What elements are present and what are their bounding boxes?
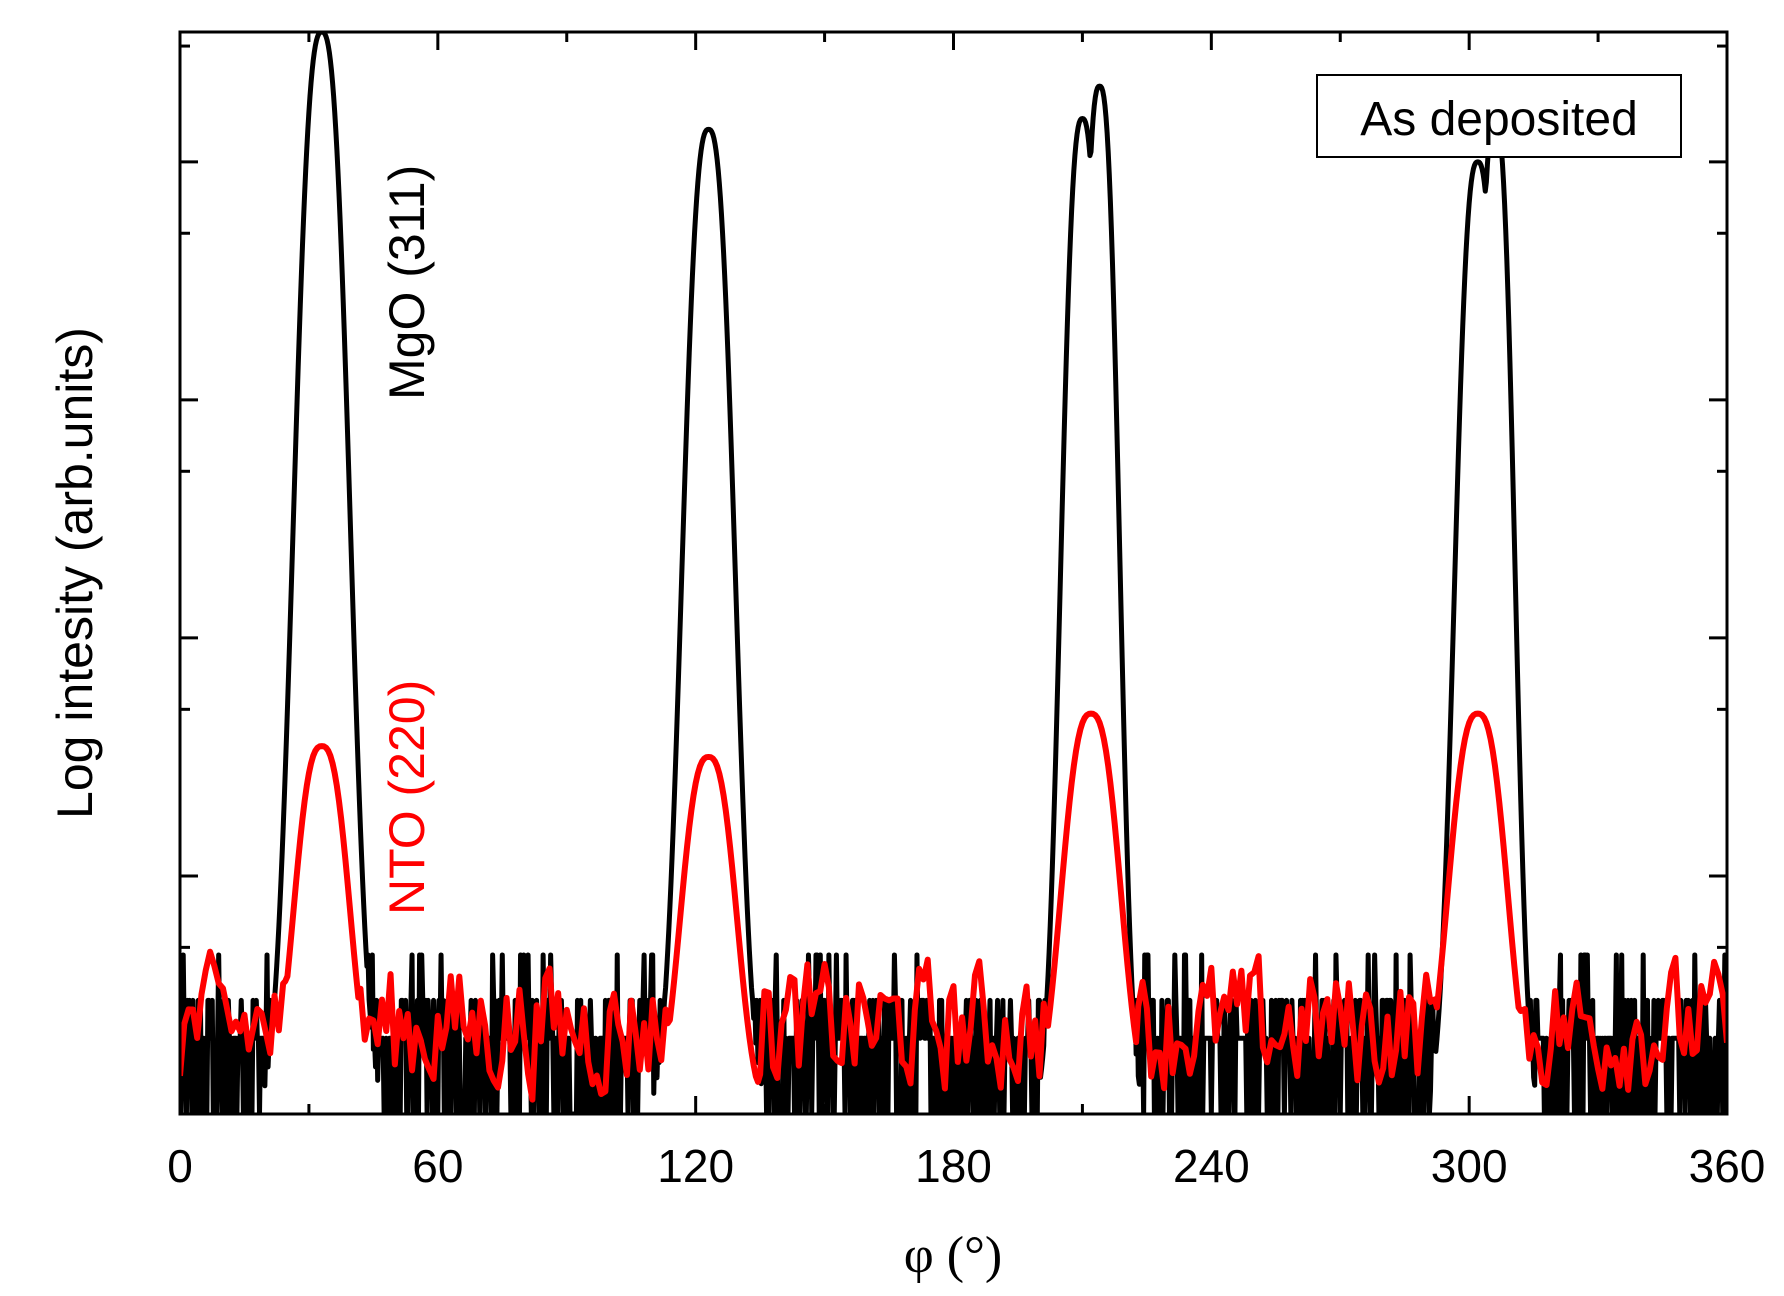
annotation-mgo-311: MgO (311)	[379, 165, 435, 400]
x-axis-label: φ (°)	[904, 1227, 1002, 1284]
legend-box-frame	[1316, 74, 1682, 158]
legend-box: As deposited	[1316, 74, 1682, 158]
x-tick-label: 120	[657, 1140, 734, 1192]
series-line-nto-220	[180, 710, 1727, 1103]
x-tick-label: 300	[1431, 1140, 1508, 1192]
annotation-nto-220: NTO (220)	[379, 680, 435, 915]
legend-box-text: As deposited	[1360, 93, 1638, 146]
x-tick-label: 180	[915, 1140, 992, 1192]
x-tick-label: 360	[1689, 1140, 1766, 1192]
x-tick-label: 240	[1173, 1140, 1250, 1192]
y-axis-label: Log intesity (arb.units)	[47, 327, 103, 819]
x-tick-label: 0	[167, 1140, 193, 1192]
x-tick-label: 60	[412, 1140, 463, 1192]
